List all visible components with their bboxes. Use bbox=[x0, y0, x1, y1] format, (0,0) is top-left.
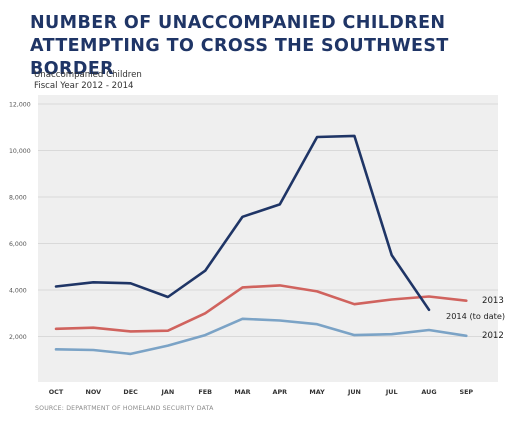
series-label: 2014 (to date) bbox=[446, 311, 505, 321]
x-tick-label: OCT bbox=[49, 388, 64, 396]
x-tick-label: JUN bbox=[347, 388, 361, 396]
x-tick-label: JAN bbox=[161, 388, 175, 396]
y-tick-label: 4,000 bbox=[9, 288, 27, 295]
series-label: 2013 bbox=[482, 296, 504, 306]
y-tick-label: 10,000 bbox=[9, 148, 31, 155]
x-tick-label: SEP bbox=[459, 388, 473, 396]
title-line-2: ATTEMPTING TO CROSS THE SOUTHWEST BORDER bbox=[30, 36, 449, 79]
y-tick-label: 12,000 bbox=[9, 102, 31, 109]
x-tick-label: MAR bbox=[234, 388, 250, 396]
y-tick-label: 8,000 bbox=[9, 195, 27, 202]
series-line bbox=[54, 317, 468, 356]
title-line-1: NUMBER OF UNACCOMPANIED CHILDREN bbox=[30, 13, 446, 33]
x-tick-label: DEC bbox=[123, 388, 138, 396]
y-tick-label: 6,000 bbox=[9, 241, 27, 248]
chart-subtitle: Unaccompanied Children bbox=[34, 70, 142, 80]
x-tick-label: MAY bbox=[309, 388, 325, 396]
plot-area bbox=[38, 95, 498, 382]
series-line bbox=[54, 284, 468, 333]
x-tick-label: APR bbox=[273, 388, 288, 396]
chart-title: NUMBER OF UNACCOMPANIED CHILDREN ATTEMPT… bbox=[30, 12, 510, 81]
x-tick-label: JUL bbox=[385, 388, 398, 396]
x-tick-label: FEB bbox=[198, 388, 212, 396]
chart-subtitle-2: Fiscal Year 2012 - 2014 bbox=[34, 81, 134, 91]
y-tick-label: 2,000 bbox=[9, 334, 27, 341]
x-tick-label: AUG bbox=[421, 388, 436, 396]
x-tick-label: NOV bbox=[86, 388, 102, 396]
series-label: 2012 bbox=[482, 331, 504, 341]
series-line bbox=[54, 134, 431, 312]
source-note: SOURCE: DEPARTMENT OF HOMELAND SECURITY … bbox=[35, 405, 214, 412]
